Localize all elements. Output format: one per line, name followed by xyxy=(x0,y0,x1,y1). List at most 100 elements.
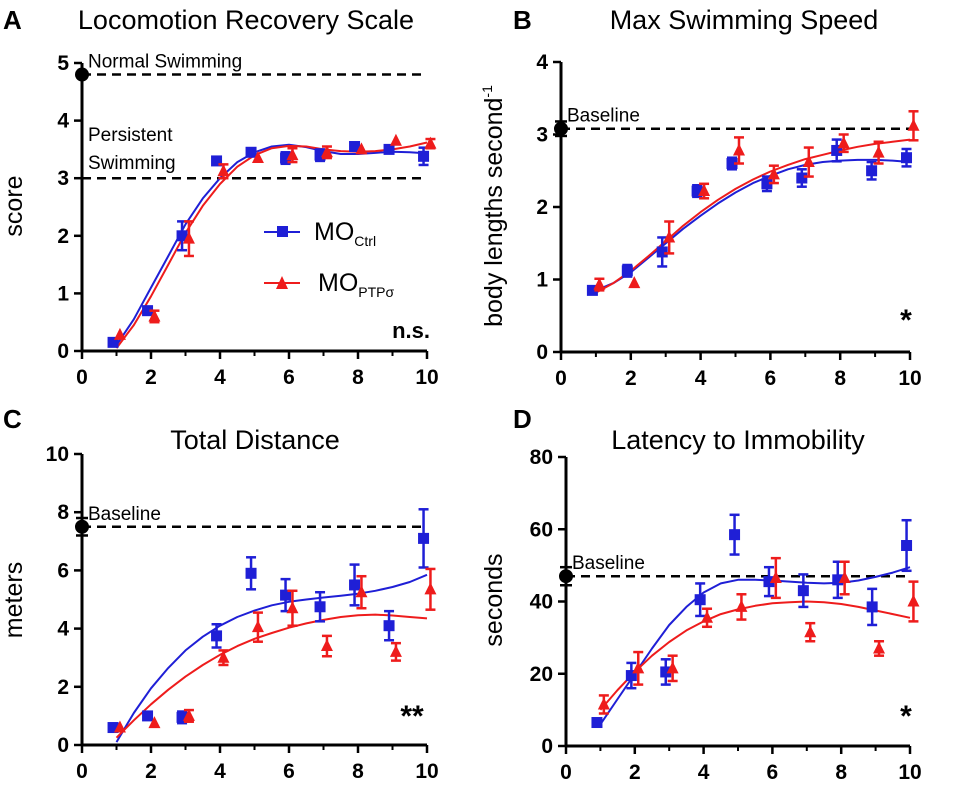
data-point-triangle-ptp xyxy=(355,585,368,598)
data-point-square-ctrl xyxy=(729,529,741,541)
x-tick-label: 4 xyxy=(698,761,710,784)
data-point-square-ctrl xyxy=(901,152,913,164)
x-tick-label: 2 xyxy=(629,761,641,784)
y-axis-label-text: body lengths second xyxy=(480,98,508,327)
data-point-square-ctrl xyxy=(625,670,637,682)
reference-lines: Baseline xyxy=(75,504,427,537)
data-point-triangle-ptp xyxy=(251,620,264,633)
legend-ctrl-label: MOCtrl xyxy=(314,218,376,249)
data-points xyxy=(586,110,920,296)
x-tick-label: 10 xyxy=(898,367,921,390)
fit-curve-ptp xyxy=(595,138,911,294)
y-tick-label: 0 xyxy=(57,734,69,757)
panel-c: C Total Distance meters 0 2 4 6 8 10 0 2 4 6 8 10 B… xyxy=(0,404,439,783)
x-tick-label: 10 xyxy=(415,366,438,389)
data-point-square-ctrl xyxy=(245,567,257,579)
data-point-triangle-ptp xyxy=(735,599,748,612)
panel-letter: A xyxy=(3,5,22,35)
y-axis-label-text: meters xyxy=(0,562,28,638)
legend-ctrl-main: MO xyxy=(314,218,354,246)
y-tick-label: 2 xyxy=(536,196,548,219)
data-point-triangle-ptp xyxy=(769,571,782,584)
data-point-triangle-ptp xyxy=(632,661,645,674)
data-point-triangle-ptp xyxy=(872,145,885,158)
data-point-triangle-ptp xyxy=(320,145,333,158)
panel-a: A Locomotion Recovery Scale score 0 1 2 3 4 5… xyxy=(0,5,439,389)
data-point-square-ctrl xyxy=(694,594,706,606)
data-point-triangle-ptp xyxy=(698,184,711,197)
fit-curve-ptp xyxy=(599,600,911,711)
chart-title: Total Distance xyxy=(170,425,340,455)
data-points xyxy=(591,513,920,729)
fit-curves xyxy=(115,573,428,743)
data-point-square-ctrl xyxy=(586,284,598,296)
baseline-marker xyxy=(559,569,573,584)
data-point-square-ctrl xyxy=(280,152,292,164)
baseline-marker xyxy=(75,67,89,82)
data-point-triangle-ptp xyxy=(767,167,780,180)
data-point-square-ctrl xyxy=(142,305,154,317)
significance-label: * xyxy=(900,700,912,733)
y-axis-label-sup: -1 xyxy=(479,85,495,98)
x-tick-label: 4 xyxy=(214,366,226,389)
y-tick-label: 6 xyxy=(57,559,69,582)
fit-curve-ptp xyxy=(115,141,428,349)
data-point-triangle-ptp xyxy=(286,601,299,614)
data-point-square-ctrl xyxy=(418,532,430,544)
data-point-triangle-ptp xyxy=(907,594,920,607)
x-tick-label: 6 xyxy=(283,366,295,389)
y-axis-label: meters xyxy=(0,562,28,638)
y-tick-label: 1 xyxy=(536,269,548,292)
data-point-triangle-ptp xyxy=(389,644,402,657)
x-tick-label: 6 xyxy=(283,760,295,783)
data-point-triangle-ptp xyxy=(217,164,230,177)
panel-letter: C xyxy=(3,404,22,434)
baseline-marker xyxy=(75,519,89,534)
y-tick-label: 80 xyxy=(530,446,553,469)
y-tick-label: 3 xyxy=(536,124,548,147)
data-point-square-ctrl xyxy=(621,265,633,277)
significance-label: ** xyxy=(400,700,424,733)
data-point-square-ctrl xyxy=(211,155,223,167)
reference-label: Baseline xyxy=(567,106,640,127)
data-point-triangle-ptp xyxy=(424,582,437,595)
panel-letter: D xyxy=(513,404,532,434)
data-point-triangle-ptp xyxy=(873,641,886,654)
data-point-triangle-ptp xyxy=(182,231,195,244)
reference-label: Baseline xyxy=(572,553,645,574)
legend-ptp-label: MOPTPσ xyxy=(318,269,395,300)
chart-title: Max Swimming Speed xyxy=(610,5,879,35)
axes: 0 2 4 6 8 10 0 2 4 6 8 10 xyxy=(46,443,439,783)
data-point-triangle-ptp xyxy=(907,118,920,131)
fit-curve-ctrl xyxy=(595,158,911,292)
data-point-square-ctrl xyxy=(280,589,292,601)
panel-b: B Max Swimming Speed body lengths second… xyxy=(479,5,922,390)
reference-lines: Baseline xyxy=(554,106,910,138)
x-tick-label: 0 xyxy=(76,760,88,783)
data-point-square-ctrl xyxy=(211,630,223,642)
data-point-square-ctrl xyxy=(726,158,738,169)
data-point-square-ctrl xyxy=(176,711,188,723)
data-point-square-ctrl xyxy=(107,722,119,734)
significance-label: * xyxy=(900,304,912,337)
data-point-square-ctrl xyxy=(107,336,119,348)
y-tick-label: 60 xyxy=(530,518,553,541)
data-point-square-ctrl xyxy=(763,576,775,588)
x-tick-label: 8 xyxy=(834,367,846,390)
data-point-square-ctrl xyxy=(866,601,878,613)
x-tick-label: 0 xyxy=(76,366,88,389)
data-points xyxy=(107,133,437,348)
data-point-triangle-ptp xyxy=(148,309,161,322)
data-point-triangle-ptp xyxy=(804,625,817,638)
fit-curve-ptp xyxy=(115,613,428,739)
x-tick-label: 10 xyxy=(898,761,921,784)
fit-curve-ctrl xyxy=(115,143,428,346)
y-tick-label: 4 xyxy=(536,51,548,74)
fit-curves xyxy=(595,138,911,294)
data-point-square-ctrl xyxy=(832,574,844,586)
x-tick-label: 8 xyxy=(352,760,364,783)
data-point-square-ctrl xyxy=(176,230,188,242)
y-axis-label-text: seconds xyxy=(480,553,508,646)
y-tick-label: 0 xyxy=(57,340,69,363)
